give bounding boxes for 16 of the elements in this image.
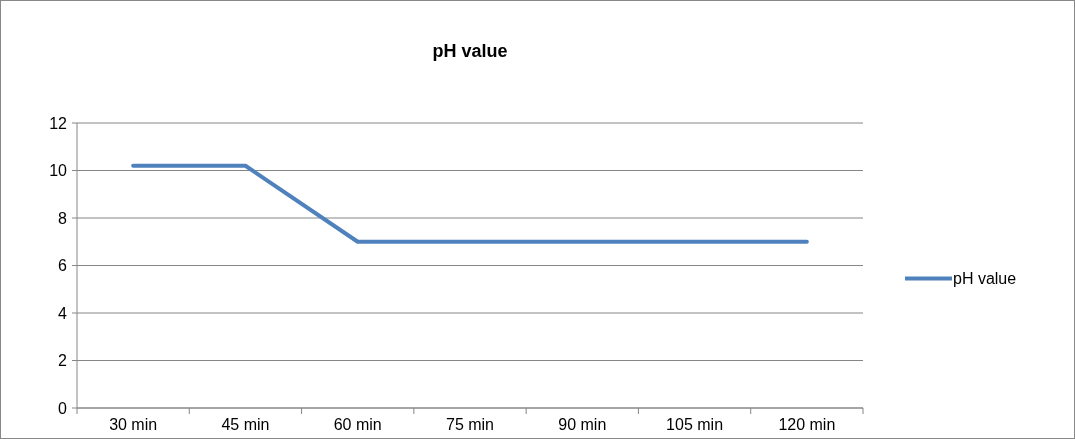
y-tick-label: 8: [58, 209, 68, 227]
chart-title: pH value: [432, 41, 508, 61]
x-tick-label: 30 min: [109, 416, 158, 433]
x-tick-label: 60 min: [333, 416, 382, 433]
y-tick-label: 10: [49, 162, 68, 180]
x-tick-label: 90 min: [558, 416, 607, 433]
x-tick-label: 75 min: [445, 416, 495, 433]
y-tick-label: 12: [49, 114, 68, 132]
y-tick-label: 2: [58, 352, 68, 370]
y-tick-label: 6: [58, 257, 68, 275]
y-tick-label: 4: [58, 304, 68, 322]
legend-label: pH value: [953, 269, 1017, 287]
x-tick-label: 120 min: [778, 416, 836, 433]
y-tick-label: 0: [58, 399, 68, 417]
x-tick-label: 105 min: [666, 416, 724, 433]
x-tick-label: 45 min: [221, 416, 270, 433]
